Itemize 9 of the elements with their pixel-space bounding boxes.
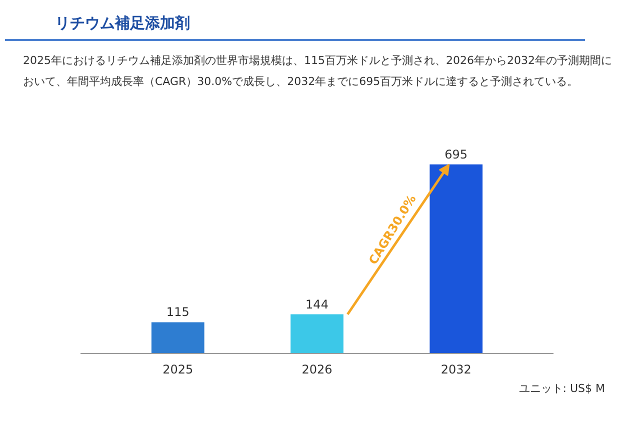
data-label: 115 <box>166 305 190 320</box>
chart-title: リチウム補足添加剤 <box>55 13 190 34</box>
data-label: 144 <box>306 297 328 312</box>
x-tick-label: 2026 <box>302 362 332 376</box>
x-tick-label: 2025 <box>162 362 194 376</box>
chart-subtitle: 2025年におけるリチウム補足添加剤の世界市場規模は、115百万米ドルと予測され、2026年から2032年の予測期間において、年間平均成長率（CAGR）30.0%で成長し、2032年までに695百万米ドルに達すると予測されている。 <box>23 53 613 90</box>
data-label: 695 <box>444 147 468 162</box>
x-tick-label: 2032 <box>440 362 472 376</box>
text: ユニット: US$ M <box>518 381 605 397</box>
